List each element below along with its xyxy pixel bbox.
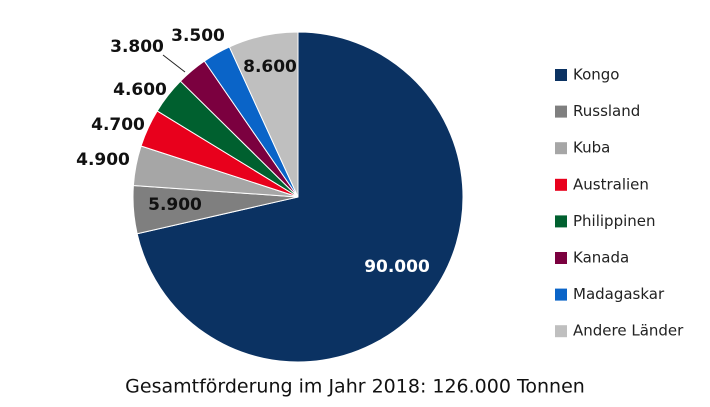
leader-line [162, 54, 186, 73]
value-label: 4.700 [91, 115, 145, 135]
legend-label: Philippinen [573, 212, 656, 230]
legend-swatch [555, 69, 567, 81]
legend-swatch [555, 178, 567, 191]
legend-label: Australien [573, 175, 649, 193]
value-label: 3.800 [110, 37, 164, 57]
legend-label: Madagaskar [573, 285, 665, 303]
value-label: 3.500 [171, 26, 225, 46]
legend-swatch [555, 325, 567, 338]
legend-swatch [555, 215, 567, 228]
value-label: 4.900 [76, 150, 130, 170]
value-label: 4.600 [113, 80, 167, 100]
value-label: 90.000 [364, 257, 430, 277]
caption: Gesamtförderung im Jahr 2018: 126.000 To… [125, 376, 585, 398]
legend-swatch [555, 252, 567, 264]
legend-label: Andere Länder [573, 322, 684, 340]
pie-slice [136, 31, 464, 363]
legend-label: Kuba [573, 139, 610, 157]
legend-swatch [555, 105, 567, 118]
legend-label: Russland [573, 102, 640, 120]
pie-slice [228, 31, 299, 198]
legend-swatch [555, 288, 567, 301]
legend-label: Kongo [573, 66, 619, 84]
value-label: 8.600 [243, 57, 297, 77]
value-label: 5.900 [148, 195, 202, 215]
legend-swatch [555, 142, 567, 155]
legend-label: Kanada [573, 249, 629, 267]
